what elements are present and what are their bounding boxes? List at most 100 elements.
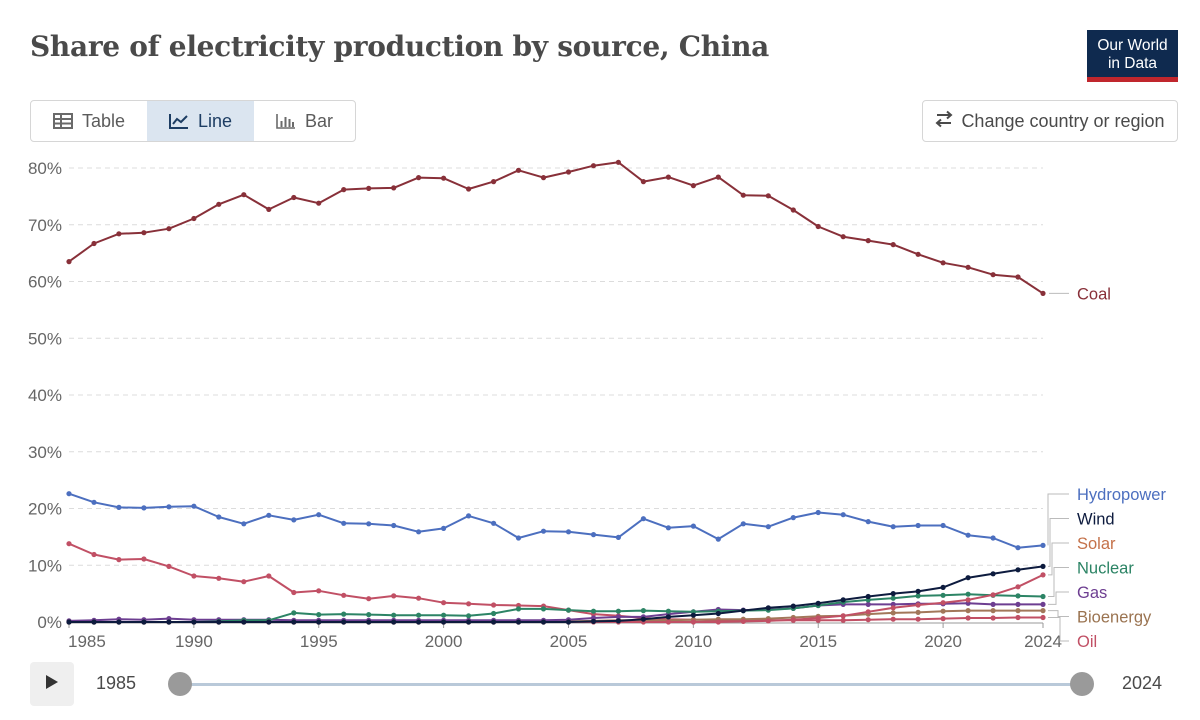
owid-logo[interactable]: Our World in Data [1087,30,1178,82]
timeline-end-handle[interactable] [1070,672,1094,696]
timeline-start-handle[interactable] [168,672,192,696]
tab-line-label: Line [197,110,233,131]
x-tick-label: 1990 [175,632,213,651]
data-point-wind [216,619,222,625]
data-point-wind [515,619,522,625]
data-point-hydropower [416,529,422,535]
data-point-oil [990,615,996,621]
data-point-wind [765,605,771,611]
data-point-hydropower [166,504,172,510]
data-point-hydropower [740,521,746,527]
x-tick-label: 2010 [674,632,712,651]
data-point-coal [515,167,522,173]
data-point-coal [815,223,821,230]
data-point-wind [166,619,172,625]
data-point-hydropower [266,512,272,518]
data-point-nuclear [1040,593,1046,600]
table-icon [52,113,73,129]
tab-line[interactable]: Line [147,101,254,141]
data-point-nuclear [640,608,647,614]
data-point-coal [690,183,697,189]
data-point-hydropower [715,536,721,542]
y-tick-label: 20% [28,500,62,519]
play-button[interactable] [30,662,74,706]
data-point-wind [990,571,996,577]
data-point-solar [940,600,946,606]
data-point-hydropower [940,522,946,529]
legend-label-bioenergy: Bioenergy [1077,609,1152,627]
data-point-nuclear [366,612,372,618]
data-point-solar [915,602,921,608]
data-point-gas [1015,601,1021,607]
data-point-hydropower [515,535,522,541]
data-point-bioenergy [965,608,971,614]
data-point-oil [391,593,397,599]
data-point-wind [441,619,447,625]
data-point-solar [715,619,721,625]
data-point-coal [216,201,222,207]
legend-leader [1048,542,1069,576]
data-point-coal [191,215,197,222]
data-point-oil [241,579,247,585]
data-point-nuclear [291,610,297,616]
data-point-hydropower [540,528,547,534]
change-country-button[interactable]: Change country or region [922,100,1178,142]
data-point-nuclear [515,606,522,612]
data-point-hydropower [665,525,672,531]
data-point-wind [740,608,746,614]
data-point-wind [915,588,921,594]
data-point-hydropower [141,505,147,511]
data-point-coal [865,238,871,244]
data-point-oil [1040,614,1046,621]
data-point-hydropower [366,521,372,527]
data-point-oil [840,617,846,623]
data-point-hydropower [66,491,72,497]
chart-title: Share of electricity production by sourc… [30,30,770,63]
data-point-bioenergy [915,609,921,615]
data-point-nuclear [391,612,397,618]
data-point-coal [615,159,622,165]
data-point-oil [1015,614,1021,621]
y-tick-label: 40% [28,386,62,405]
data-point-coal [241,192,247,198]
data-point-wind [116,619,122,625]
data-point-hydropower [690,523,697,529]
x-axis: 1985 1990 1995 2000 2005 2010 2015 2020 2024 [68,622,1062,651]
data-point-oil [91,551,97,558]
data-point-wind [940,584,946,590]
data-point-oil [266,573,272,579]
data-point-oil [416,595,422,601]
data-point-wind [640,616,647,622]
data-point-bioenergy [1040,608,1046,614]
data-point-wind [191,619,197,625]
data-point-nuclear [441,612,447,618]
tab-table[interactable]: Table [31,101,147,141]
data-point-coal [715,174,721,180]
legend-label-oil: Oil [1077,633,1097,651]
x-tick-label: 2015 [799,632,837,651]
data-point-bioenergy [890,610,896,616]
data-point-nuclear [965,591,971,597]
data-point-hydropower [815,509,821,516]
data-point-hydropower [91,499,97,505]
data-point-solar [815,615,821,621]
data-point-oil [865,617,871,623]
tab-bar[interactable]: Bar [254,101,355,141]
x-tick-label: 2020 [924,632,962,651]
data-point-oil [890,616,896,622]
data-point-solar [990,592,996,598]
data-point-wind [565,619,572,625]
data-point-hydropower [291,517,297,523]
y-tick-label: 50% [28,329,62,348]
data-point-bioenergy [1015,608,1021,614]
data-point-coal [266,206,272,212]
timeline-end-label: 2024 [1122,673,1163,693]
play-icon [45,674,59,695]
data-point-gas [990,601,996,607]
data-point-wind [466,619,472,625]
timeline-track[interactable] [180,683,1082,686]
data-point-wind [66,619,72,625]
data-point-wind [815,600,821,606]
data-point-hydropower [1040,542,1046,548]
data-point-wind [715,610,721,617]
